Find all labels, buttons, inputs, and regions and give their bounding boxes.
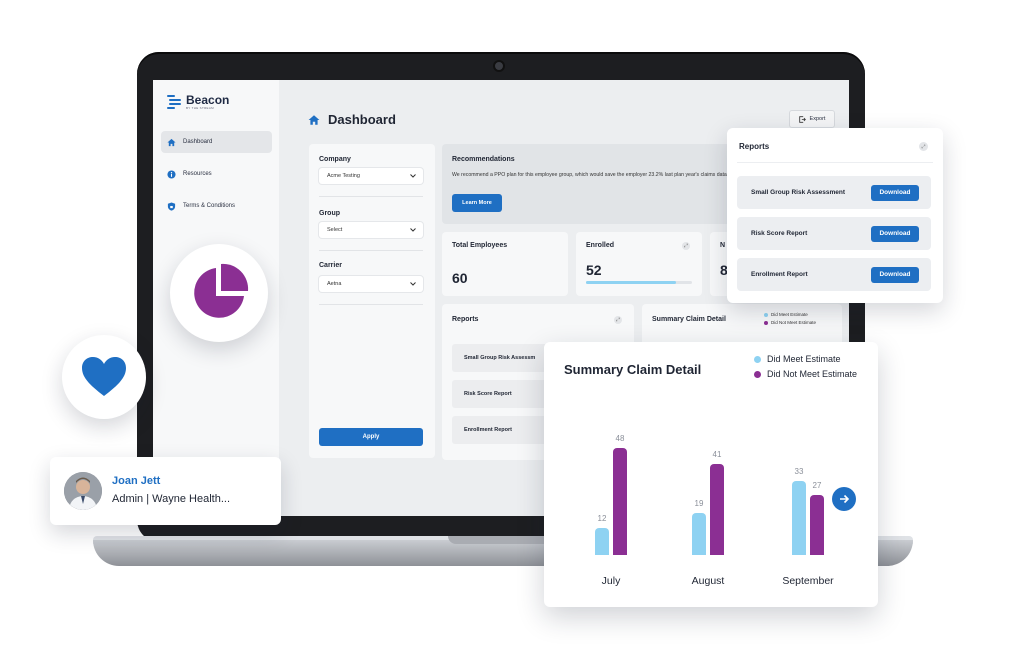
report-row: Risk Score Report Download bbox=[737, 217, 931, 250]
enrolled-card: Enrolled ⤢ 52 bbox=[576, 232, 702, 296]
logo[interactable]: Beacon BY THE STREAM bbox=[167, 94, 229, 110]
bar-july-meet bbox=[595, 528, 609, 555]
export-icon bbox=[798, 115, 806, 123]
download-button[interactable]: Download bbox=[871, 266, 919, 283]
data-label: 48 bbox=[615, 434, 625, 443]
reports-card-title: Reports bbox=[739, 142, 770, 151]
logo-text: Beacon bbox=[186, 92, 230, 107]
stat-title: Enrolled bbox=[586, 242, 615, 249]
chevron-down-icon bbox=[410, 228, 416, 232]
logo-subtext: BY THE STREAM bbox=[186, 105, 214, 110]
user-card[interactable]: Joan Jett Admin | Wayne Health... bbox=[50, 457, 281, 525]
sidebar-item-resources[interactable]: Resources bbox=[161, 163, 272, 185]
pie-chart-icon bbox=[194, 263, 249, 318]
info-icon bbox=[167, 169, 176, 179]
expand-icon[interactable]: ⤢ bbox=[919, 142, 928, 151]
bar-august-not-meet bbox=[710, 463, 724, 555]
recommendations-title: Recommendations bbox=[452, 156, 515, 163]
group-value: Select bbox=[327, 227, 343, 233]
report-row: Small Group Risk Assessment Download bbox=[737, 176, 931, 209]
divider bbox=[319, 250, 423, 251]
heart-badge bbox=[62, 335, 146, 419]
sidebar-item-dashboard[interactable]: Dashboard bbox=[161, 131, 272, 153]
reports-card: Reports ⤢ Small Group Risk Assessment Do… bbox=[727, 128, 943, 303]
pie-chart-badge bbox=[170, 244, 268, 342]
sidebar-item-terms[interactable]: Terms & Conditions bbox=[161, 195, 272, 217]
beacon-logo-icon bbox=[167, 94, 181, 110]
avatar bbox=[64, 472, 102, 510]
data-label: 27 bbox=[812, 480, 822, 490]
report-label: Enrollment Report bbox=[751, 271, 808, 278]
claims-panel-title: Summary Claim Detail bbox=[652, 316, 726, 323]
home-icon bbox=[308, 114, 320, 125]
export-label: Export bbox=[809, 116, 826, 122]
report-label: Risk Score Report bbox=[751, 230, 808, 237]
data-label: 41 bbox=[712, 449, 722, 459]
arrow-right-icon bbox=[840, 494, 850, 504]
legend-item: Did Meet Estimate bbox=[764, 312, 808, 317]
report-row: Enrollment Report Download bbox=[737, 258, 931, 291]
data-label: 33 bbox=[794, 467, 804, 477]
next-button[interactable] bbox=[832, 487, 856, 511]
divider bbox=[319, 304, 423, 305]
data-label: 19 bbox=[694, 498, 704, 508]
x-tick-label: July bbox=[601, 575, 621, 587]
company-label: Company bbox=[319, 156, 351, 163]
learn-more-button[interactable]: Learn More bbox=[452, 194, 502, 212]
recommendations-text: We recommend a PPO plan for this employe… bbox=[452, 172, 729, 178]
total-employees-card: Total Employees 60 bbox=[442, 232, 568, 296]
carrier-label: Carrier bbox=[319, 262, 342, 269]
enrolled-progress-track bbox=[586, 281, 692, 284]
download-button[interactable]: Download bbox=[871, 225, 919, 242]
divider bbox=[319, 196, 423, 197]
apply-button[interactable]: Apply bbox=[319, 428, 423, 446]
page-title-text: Dashboard bbox=[328, 112, 396, 127]
bar-september-not-meet bbox=[810, 494, 824, 555]
data-label: 12 bbox=[597, 514, 607, 524]
laptop-notch bbox=[448, 536, 558, 544]
stat-value: 60 bbox=[452, 270, 468, 286]
stat-title: Total Employees bbox=[452, 242, 508, 249]
report-label: Small Group Risk Assessment bbox=[751, 189, 846, 196]
company-select[interactable]: Acme Testing bbox=[319, 168, 423, 184]
expand-icon[interactable]: ⤢ bbox=[682, 242, 690, 250]
heart-icon bbox=[82, 357, 126, 396]
company-value: Acme Testing bbox=[327, 173, 360, 179]
download-button[interactable]: Download bbox=[871, 184, 919, 201]
home-icon bbox=[167, 138, 176, 147]
chevron-down-icon bbox=[410, 282, 416, 286]
group-select[interactable]: Select bbox=[319, 222, 423, 238]
legend-item-not-meet: Did Not Meet Estimate bbox=[754, 369, 857, 379]
shield-icon bbox=[167, 201, 176, 211]
carrier-select[interactable]: Aetna bbox=[319, 276, 423, 292]
legend-item: Did Not Meet Estimate bbox=[764, 320, 816, 325]
enrolled-progress-fill bbox=[586, 281, 677, 284]
sidebar-item-label: Resources bbox=[183, 171, 212, 177]
user-role: Admin | Wayne Health... bbox=[112, 493, 230, 505]
x-tick-label: September bbox=[782, 575, 834, 587]
chart-title: Summary Claim Detail bbox=[564, 362, 702, 377]
bar-july-not-meet bbox=[613, 448, 627, 555]
group-label: Group bbox=[319, 210, 340, 217]
sidebar-item-label: Terms & Conditions bbox=[183, 203, 236, 209]
bar-august-meet bbox=[692, 512, 706, 555]
stat-value: 8 bbox=[720, 262, 728, 278]
claims-chart-card: Summary Claim Detail Did Meet Estimate D… bbox=[544, 342, 878, 607]
divider bbox=[737, 162, 933, 163]
bar-september-meet bbox=[792, 481, 806, 555]
chevron-down-icon bbox=[410, 174, 416, 178]
stat-value: 52 bbox=[586, 262, 602, 278]
x-tick-label: August bbox=[691, 575, 725, 587]
expand-icon[interactable]: ⤢ bbox=[614, 316, 622, 324]
export-button[interactable]: Export bbox=[789, 110, 835, 128]
filters-panel: Company Acme Testing Group Select Carrie… bbox=[309, 144, 435, 458]
page-title: Dashboard bbox=[308, 112, 396, 127]
camera bbox=[493, 60, 505, 72]
legend-item-meet: Did Meet Estimate bbox=[754, 354, 841, 364]
carrier-value: Aetna bbox=[327, 281, 342, 287]
stat-title: N bbox=[720, 242, 726, 249]
reports-panel-title: Reports bbox=[452, 316, 479, 323]
sidebar-item-label: Dashboard bbox=[183, 139, 213, 145]
user-name: Joan Jett bbox=[112, 475, 161, 487]
